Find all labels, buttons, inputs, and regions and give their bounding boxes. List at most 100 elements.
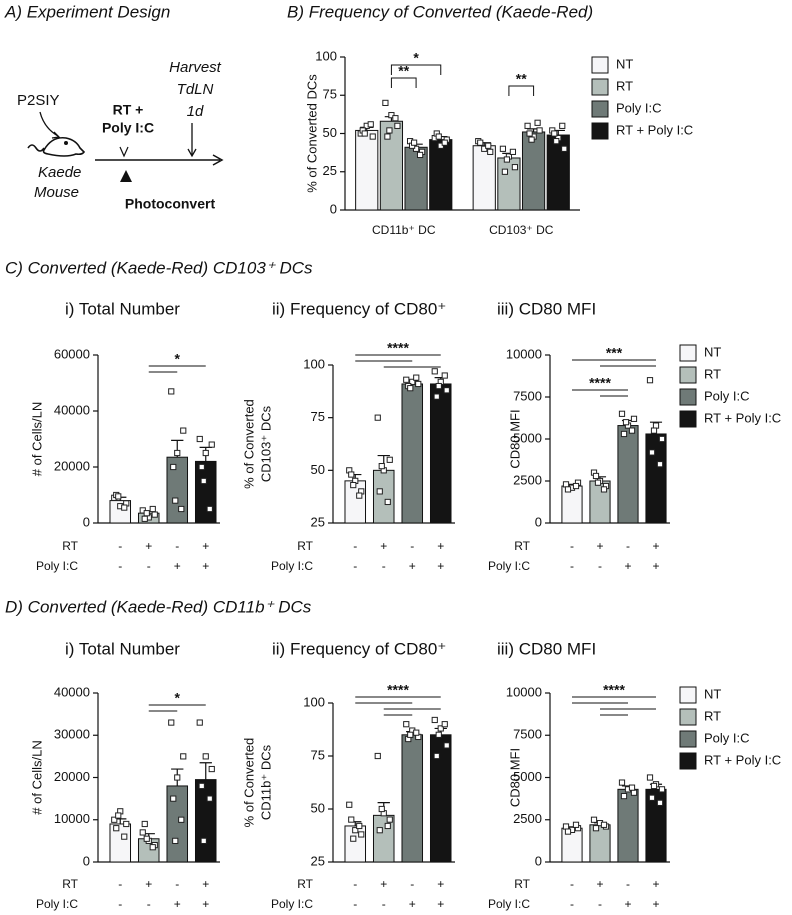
y-tick-label: 20000	[54, 458, 90, 473]
data-point	[594, 479, 602, 486]
data-point	[572, 821, 580, 828]
significance-line	[390, 64, 442, 75]
treatment-mark: -	[118, 559, 122, 573]
legend-label: NT	[616, 56, 633, 71]
treatment-mark: +	[202, 539, 209, 553]
legend-label: RT	[704, 708, 721, 723]
treatment-mark: -	[598, 897, 602, 911]
data-point	[433, 752, 440, 760]
data-point	[561, 145, 568, 152]
y-tick-label: 100	[303, 356, 325, 371]
treatment-label: RT	[62, 877, 78, 891]
mouse-icon	[27, 136, 86, 157]
significance-label: ****	[589, 375, 611, 391]
legend-swatch	[679, 752, 697, 770]
data-point	[534, 119, 541, 126]
treatment-label: Poly I:C	[102, 120, 154, 136]
harvest-label: 1d	[187, 103, 204, 120]
data-point	[509, 148, 517, 155]
y-axis-label: % of Converted	[241, 399, 256, 489]
y-axis-label: # of Cells/LN	[29, 402, 44, 476]
chart-title: i) Total Number	[65, 299, 180, 318]
treatment-mark: +	[174, 559, 181, 573]
y-tick-label: 60000	[54, 346, 90, 361]
treatment-mark: +	[652, 877, 659, 891]
bar	[429, 734, 452, 863]
y-tick-label: 0	[535, 853, 542, 868]
legend-swatch	[679, 686, 697, 704]
data-point	[441, 139, 448, 146]
treatment-mark: +	[202, 559, 209, 573]
data-point	[208, 441, 215, 448]
data-point	[168, 719, 175, 726]
data-point	[628, 427, 636, 434]
y-tick-label: 75	[311, 747, 325, 762]
data-point	[652, 422, 660, 429]
data-point	[386, 456, 393, 463]
y-tick-label: 75	[311, 409, 325, 424]
data-point	[600, 486, 608, 493]
legend-swatch	[591, 100, 609, 118]
data-point	[200, 837, 207, 844]
bar	[429, 139, 453, 211]
data-point	[123, 820, 130, 828]
significance-line	[390, 77, 417, 88]
bar	[379, 120, 404, 211]
treatment-mark: +	[202, 897, 209, 911]
data-point	[374, 752, 381, 760]
treatment-mark: +	[145, 539, 152, 553]
treatment-mark: +	[596, 539, 603, 553]
treatment-label: Poly I:C	[271, 559, 313, 573]
data-point	[168, 388, 175, 395]
data-point	[443, 387, 450, 394]
data-point	[378, 463, 385, 470]
treatment-mark: +	[652, 897, 659, 911]
data-point	[435, 382, 442, 390]
legend-swatch	[679, 366, 697, 384]
y-tick-label: 40000	[54, 402, 90, 417]
data-point	[630, 789, 638, 796]
treatment-mark: -	[353, 877, 357, 891]
data-point	[646, 377, 654, 384]
data-point	[477, 139, 484, 146]
y-tick-label: 75	[323, 87, 337, 102]
data-point	[384, 822, 391, 830]
data-point	[656, 461, 664, 468]
data-point	[485, 142, 492, 149]
chart-title: ii) Frequency of CD80⁺	[272, 299, 446, 318]
data-point	[358, 831, 365, 838]
photoconvert-label: Photoconvert	[125, 196, 216, 212]
y-tick-label: 7500	[513, 388, 542, 403]
data-point	[441, 721, 448, 728]
data-point	[415, 380, 422, 388]
treatment-mark: -	[626, 877, 630, 891]
treatment-mark: -	[353, 559, 357, 573]
data-point	[170, 463, 177, 471]
data-point	[413, 729, 420, 736]
legend-swatch	[679, 730, 697, 748]
treatment-mark: -	[570, 897, 574, 911]
x-tick-label: CD103⁺ DC	[489, 223, 554, 237]
treatment-mark: +	[652, 559, 659, 573]
y-axis-label: CD80 MFI	[507, 409, 522, 468]
data-point	[356, 822, 363, 830]
treatment-label: RT	[297, 877, 313, 891]
y-tick-label: 25	[323, 163, 337, 178]
bar	[645, 433, 667, 524]
y-tick-label: 20000	[54, 769, 90, 784]
data-point	[384, 133, 391, 140]
data-point	[487, 148, 494, 155]
bar	[617, 788, 639, 863]
chart-title: iii) CD80 MFI	[497, 639, 596, 658]
chart-title: iii) CD80 MFI	[497, 299, 596, 318]
bar	[194, 460, 217, 524]
bar	[372, 469, 395, 524]
data-point	[382, 99, 389, 107]
data-point	[441, 372, 448, 379]
treatment-label: Poly I:C	[36, 559, 78, 573]
treatment-arrow	[119, 146, 129, 158]
y-tick-label: 5000	[513, 430, 542, 445]
legend-swatch	[679, 410, 697, 428]
treatment-mark: +	[624, 559, 631, 573]
